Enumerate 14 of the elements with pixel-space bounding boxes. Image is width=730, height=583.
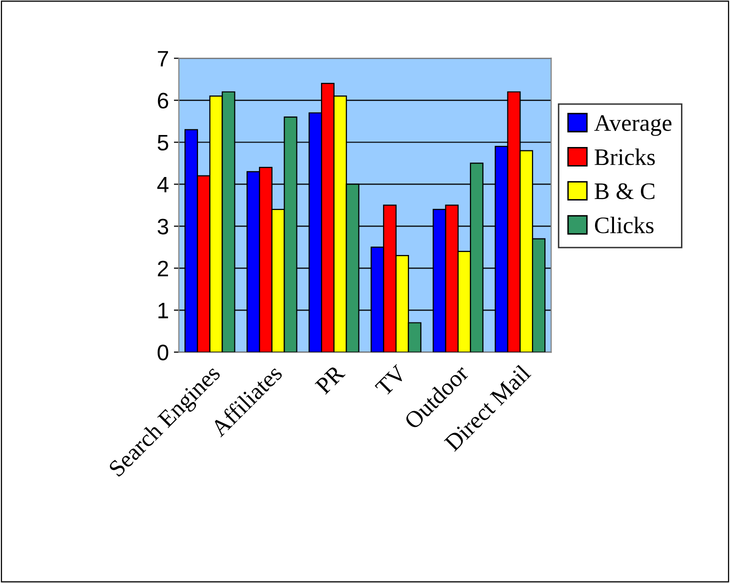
y-tick-label: 7 [158,51,168,66]
y-tick-label: 2 [158,260,168,276]
y-tick-label: 5 [158,135,168,151]
y-tick-label: 1 [158,302,168,318]
x-tick-label: TV [374,364,408,398]
legend-label: Clicks [594,216,654,234]
legend-label: Bricks [594,148,655,166]
y-tick-label: 6 [158,92,168,109]
y-tick-label: 4 [157,176,168,192]
legend-label: B & C [594,183,654,200]
y-tick-label: 3 [158,218,168,234]
legend-label: Average [594,115,672,136]
y-tick-label: 0 [158,344,168,360]
x-tick-label: PR [314,364,346,395]
